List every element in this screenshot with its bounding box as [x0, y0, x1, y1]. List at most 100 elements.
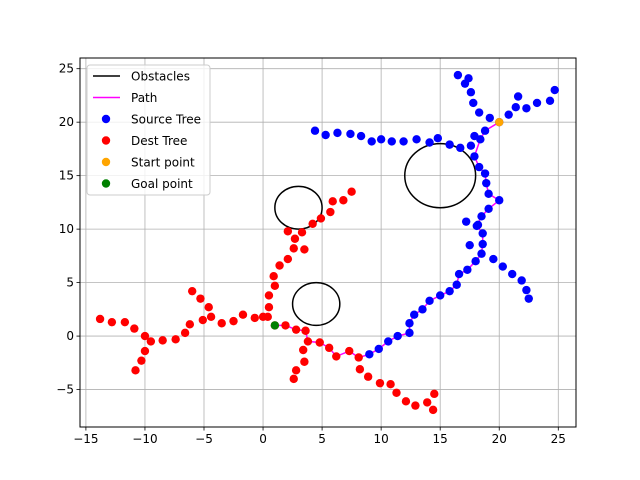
- y-tick-label: 25: [59, 62, 74, 76]
- obstacle-circle: [291, 281, 341, 327]
- source-tree-point: [464, 74, 473, 83]
- dest-tree-point: [258, 312, 268, 322]
- y-tick-label: 5: [66, 276, 74, 290]
- source-tree-point: [367, 137, 376, 146]
- source-tree-point: [463, 265, 472, 274]
- dest-tree-point: [328, 197, 337, 206]
- dest-tree-point: [264, 291, 274, 300]
- source-tree-point: [473, 220, 483, 230]
- dest-tree-point: [131, 366, 140, 375]
- dest-tree-point: [392, 388, 401, 397]
- dest-tree-point: [270, 281, 280, 291]
- dest-tree-point: [95, 314, 105, 324]
- source-tree-point: [522, 104, 531, 113]
- plot-frame: [79, 57, 577, 428]
- obstacle-circle: [404, 142, 477, 209]
- dest-tree-point: [297, 228, 307, 237]
- dest-tree-point: [275, 261, 284, 270]
- legend-dest-tree-label: Dest Tree: [131, 134, 187, 148]
- path: [274, 121, 501, 359]
- dest-tree-point: [316, 214, 326, 223]
- dest-tree-point: [229, 316, 238, 326]
- dest-tree-point: [283, 254, 293, 264]
- source-tree-point: [474, 162, 484, 172]
- source-tree-point: [489, 254, 498, 264]
- source-tree-point: [484, 189, 493, 199]
- scatter-points: [95, 70, 559, 415]
- dest-tree-point: [308, 219, 317, 228]
- source-tree-point: [522, 285, 531, 295]
- source-tree-point: [384, 337, 393, 346]
- source-tree-point: [374, 344, 383, 354]
- source-tree-point: [478, 239, 487, 249]
- source-tree-point: [321, 130, 330, 140]
- dest-tree-point: [180, 328, 190, 338]
- y-tick-label: 15: [59, 169, 74, 183]
- dest-tree-point: [281, 321, 290, 330]
- path-line: [274, 121, 501, 359]
- source-tree-point: [498, 262, 507, 271]
- source-tree-point: [333, 128, 342, 138]
- source-tree-point: [445, 286, 454, 296]
- source-tree-point: [480, 169, 490, 178]
- dest-tree-point: [301, 326, 310, 335]
- source-tree-point: [433, 134, 443, 143]
- dest-tree-point: [430, 389, 439, 399]
- dest-tree-point: [206, 312, 216, 322]
- dest-tree-point: [217, 319, 226, 328]
- dest-tree-point: [345, 346, 354, 356]
- x-tick-label: −5: [195, 432, 213, 446]
- dest-tree-point: [289, 374, 298, 384]
- obstacle-circle: [274, 185, 323, 230]
- source-tree-point: [480, 126, 490, 135]
- legend-goal-point-label: Goal point: [131, 177, 193, 191]
- source-tree-point: [504, 110, 513, 119]
- dest-tree-point: [326, 207, 335, 217]
- dest-tree-point: [355, 365, 365, 374]
- dest-tree-point: [130, 324, 139, 333]
- legend-source-tree-label: Source Tree: [131, 113, 201, 127]
- source-tree-point: [470, 152, 479, 161]
- dest-tree-point: [291, 325, 301, 334]
- legend-start-point-swatch: [101, 157, 111, 167]
- dest-tree-point: [401, 397, 411, 406]
- source-tree-point: [477, 249, 486, 258]
- dest-tree-point: [375, 378, 385, 388]
- source-tree-point: [376, 135, 386, 144]
- source-tree-point: [387, 137, 396, 146]
- source-tree-point: [310, 126, 320, 135]
- source-tree-point: [453, 70, 463, 80]
- goal-point-point: [270, 321, 280, 330]
- source-tree-point: [452, 280, 461, 289]
- source-tree-point: [471, 257, 480, 266]
- dest-tree-point: [250, 313, 259, 323]
- legend-box: [86, 64, 211, 196]
- dest-tree-point: [291, 366, 301, 375]
- source-tree-point: [399, 137, 408, 146]
- source-tree-point: [454, 269, 464, 279]
- dest-tree-point: [187, 286, 197, 296]
- source-tree-point: [425, 296, 434, 305]
- x-tick-label: 25: [551, 432, 566, 446]
- y-tick-label: 0: [66, 329, 74, 343]
- source-tree-point: [482, 178, 491, 188]
- source-tree-point: [425, 138, 434, 147]
- source-tree-point: [532, 98, 542, 108]
- source-tree-point: [393, 331, 402, 341]
- dest-tree-point: [428, 405, 438, 415]
- dest-tree-point: [423, 398, 432, 407]
- dest-tree-point: [264, 303, 274, 312]
- dest-tree-point: [299, 345, 308, 355]
- source-tree-point: [517, 276, 526, 285]
- dest-tree-point: [339, 196, 348, 205]
- source-tree-point: [405, 319, 414, 328]
- source-tree-point: [365, 350, 374, 359]
- dest-tree-point: [269, 271, 278, 281]
- dest-tree-point: [204, 303, 213, 312]
- source-tree-point: [461, 217, 471, 226]
- dest-tree-point: [332, 352, 341, 361]
- source-tree-point: [470, 131, 479, 141]
- legend-path-label: Path: [131, 91, 157, 105]
- x-tick-label: 5: [318, 432, 326, 446]
